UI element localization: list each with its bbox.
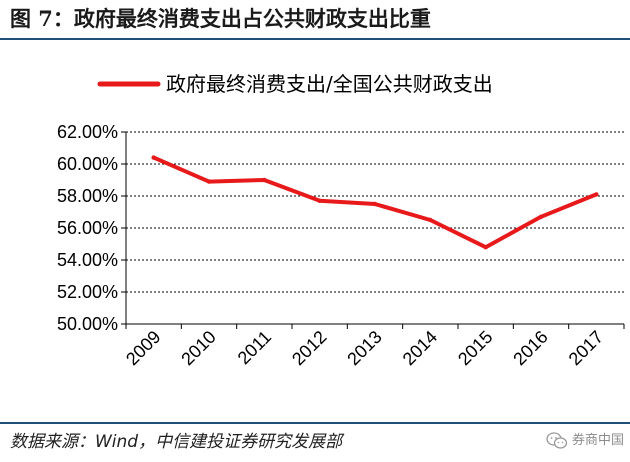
- source-divider: [0, 422, 630, 424]
- y-tick-label: 58.00%: [57, 186, 118, 206]
- y-tick-label: 56.00%: [57, 218, 118, 238]
- x-tick-label: 2015: [454, 327, 496, 369]
- source-note: 数据来源：Wind，中信建投证券研究发展部: [10, 432, 343, 452]
- y-tick-label: 54.00%: [57, 250, 118, 270]
- data-point: [317, 198, 322, 203]
- y-tick-label: 50.00%: [57, 314, 118, 334]
- x-tick-label: 2010: [177, 327, 219, 369]
- data-point: [262, 177, 267, 183]
- watermark: 券商中国: [546, 426, 624, 456]
- legend-label: 政府最终消费支出/全国公共财政支出: [166, 72, 493, 96]
- data-point: [483, 245, 488, 250]
- data-point: [206, 179, 212, 184]
- watermark-text: 券商中国: [571, 433, 624, 448]
- data-point: [151, 155, 156, 160]
- wechat-icon: [546, 432, 568, 449]
- x-tick-label: 2011: [234, 327, 276, 369]
- x-tick-label: 2012: [288, 327, 330, 369]
- data-point: [428, 217, 433, 223]
- y-tick-label: 62.00%: [57, 122, 118, 142]
- y-tick-label: 60.00%: [57, 154, 118, 174]
- data-point: [594, 192, 599, 197]
- line-chart: 50.00% 52.00% 54.00% 56.00% 58.00% 60.00% 62.0…: [57, 72, 625, 369]
- title-divider: [0, 38, 630, 40]
- x-tick-label: 2014: [399, 327, 441, 369]
- y-tick-label: 52.00%: [57, 282, 118, 302]
- data-point: [538, 214, 544, 219]
- data-point: [372, 201, 378, 207]
- x-tick-label: 2016: [509, 327, 551, 369]
- x-tick-label: 2017: [565, 327, 607, 369]
- x-tick-label: 2009: [122, 327, 164, 369]
- chart-title: 图 7：政府最终消费支出占公共财政支出比重: [10, 6, 431, 31]
- x-tick-label: 2013: [343, 327, 385, 369]
